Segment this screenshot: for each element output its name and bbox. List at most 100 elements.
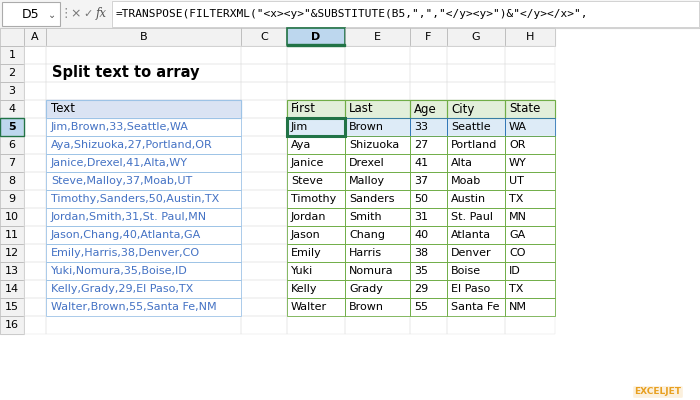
Bar [410, 118, 447, 136]
Bar [505, 190, 555, 208]
Text: E: E [374, 32, 381, 42]
Bar [345, 172, 410, 190]
Bar [0, 118, 24, 136]
Bar [447, 136, 505, 154]
Bar [505, 316, 555, 334]
Bar [345, 262, 410, 280]
Bar [0, 226, 24, 244]
Bar [505, 100, 555, 118]
Bar [0, 298, 24, 316]
Text: ✓: ✓ [83, 9, 92, 19]
Bar [24, 262, 46, 280]
Bar [0, 208, 24, 226]
Bar [46, 298, 241, 316]
Bar [345, 190, 410, 208]
Bar [287, 118, 345, 136]
Bar [24, 208, 46, 226]
Bar [46, 226, 241, 244]
Bar [24, 226, 46, 244]
Bar [46, 118, 241, 136]
Text: Kelly,Grady,29,El Paso,TX: Kelly,Grady,29,El Paso,TX [51, 284, 193, 294]
Text: ×: × [71, 8, 81, 20]
Bar [447, 118, 505, 136]
Bar [447, 82, 505, 100]
Text: 3: 3 [8, 86, 15, 96]
Bar [505, 100, 555, 118]
Bar [410, 262, 447, 280]
Bar [505, 226, 555, 244]
Bar [46, 136, 241, 154]
Bar [24, 172, 46, 190]
Bar [46, 100, 241, 118]
Bar [46, 118, 241, 136]
Bar [287, 226, 345, 244]
Bar [410, 136, 447, 154]
Bar [410, 118, 447, 136]
Bar [505, 118, 555, 136]
Text: TX: TX [509, 194, 524, 204]
Bar [287, 298, 345, 316]
Bar [505, 208, 555, 226]
Bar [345, 172, 410, 190]
Text: Santa Fe: Santa Fe [451, 302, 500, 312]
Bar [46, 244, 241, 262]
Text: Jordan: Jordan [291, 212, 326, 222]
Bar [287, 280, 345, 298]
Text: WA: WA [509, 122, 527, 132]
Text: =TRANSPOSE(FILTERXML("<x><y>"&SUBSTITUTE(B5,",","</y><y>")&"</y></x>",: =TRANSPOSE(FILTERXML("<x><y>"&SUBSTITUTE… [116, 9, 589, 19]
Bar [345, 298, 410, 316]
Bar [505, 64, 555, 82]
Bar [447, 208, 505, 226]
Bar [241, 190, 287, 208]
Bar [447, 172, 505, 190]
Bar [345, 136, 410, 154]
Text: 8: 8 [8, 176, 15, 186]
Bar [345, 82, 410, 100]
Bar [46, 208, 241, 226]
Text: Janice,Drexel,41,Alta,WY: Janice,Drexel,41,Alta,WY [51, 158, 188, 168]
Bar [410, 244, 447, 262]
Bar [0, 244, 24, 262]
Bar [505, 190, 555, 208]
Bar [0, 28, 24, 46]
Text: 15: 15 [5, 302, 19, 312]
Text: 40: 40 [414, 230, 428, 240]
Bar [0, 28, 24, 46]
Bar [410, 100, 447, 118]
Bar [345, 154, 410, 172]
Bar [410, 100, 447, 118]
Bar [46, 172, 241, 190]
Bar [46, 262, 241, 280]
Bar [241, 100, 287, 118]
Bar [287, 316, 345, 334]
Text: Austin: Austin [451, 194, 486, 204]
Bar [345, 28, 410, 46]
Bar [46, 244, 241, 262]
Bar [46, 100, 241, 118]
Bar [241, 154, 287, 172]
Bar [345, 100, 410, 118]
Bar [410, 262, 447, 280]
Bar [24, 280, 46, 298]
Text: Shizuoka: Shizuoka [349, 140, 399, 150]
Bar [505, 226, 555, 244]
Text: Grady: Grady [349, 284, 383, 294]
Bar [410, 172, 447, 190]
Bar [447, 190, 505, 208]
Bar [287, 262, 345, 280]
Bar [505, 154, 555, 172]
Bar [345, 154, 410, 172]
Bar [505, 226, 555, 244]
Bar [0, 136, 24, 154]
Bar [505, 136, 555, 154]
Bar [241, 280, 287, 298]
Bar [24, 118, 46, 136]
Text: Yuki: Yuki [291, 266, 314, 276]
Bar [24, 244, 46, 262]
Bar [46, 316, 241, 334]
Text: Nomura: Nomura [349, 266, 393, 276]
Bar [410, 226, 447, 244]
Bar [287, 172, 345, 190]
Text: 14: 14 [5, 284, 19, 294]
Bar [46, 154, 241, 172]
